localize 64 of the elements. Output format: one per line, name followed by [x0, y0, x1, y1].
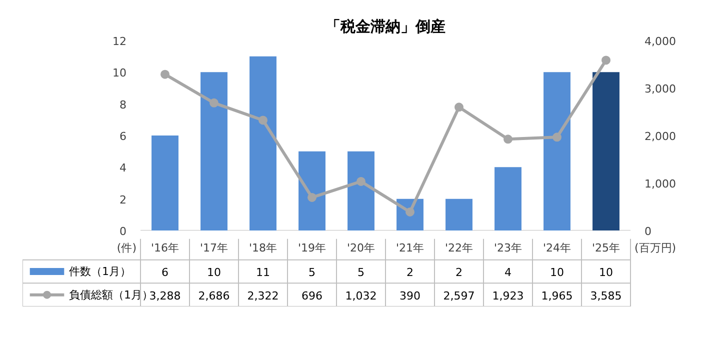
data-label: 3,585	[590, 289, 622, 302]
chart-title: 「税金滞納」倒産	[326, 18, 446, 36]
y2-tick-label: 2,000	[644, 130, 676, 143]
bar	[592, 72, 620, 230]
x-tick-label: '20年	[346, 242, 376, 255]
bar	[446, 198, 472, 230]
point	[160, 70, 170, 79]
data-label: 696	[302, 289, 322, 302]
data-label: 11	[256, 266, 270, 279]
bar	[298, 151, 326, 230]
point	[504, 134, 512, 144]
x-tick-label: '22年	[444, 242, 474, 255]
x-tick-label: '21年	[396, 242, 424, 255]
y2-tick-label: 4,000	[644, 35, 676, 48]
point	[210, 98, 218, 108]
data-label: 1,965	[541, 289, 573, 302]
x-tick-label: '23年	[494, 242, 522, 255]
y-tick-label: 10	[112, 66, 127, 80]
x-tick-label: '25年	[592, 242, 620, 255]
data-label: 390	[400, 289, 420, 302]
point	[308, 192, 316, 202]
point	[258, 116, 268, 125]
bar	[348, 151, 374, 230]
y2-tick-label: 0	[644, 225, 652, 238]
y-tick-label: 6	[120, 130, 126, 143]
data-label: 4	[504, 266, 512, 279]
y-tick-label: 2	[120, 193, 126, 206]
y2-tick-label: 1,000	[644, 178, 676, 190]
data-label: 2,686	[198, 289, 230, 302]
bar	[544, 72, 570, 230]
legend-label: 件数（1月）	[69, 265, 132, 278]
y2-axis-title: (百万円)	[634, 242, 676, 255]
point	[454, 102, 464, 112]
point	[356, 176, 366, 186]
x-tick-label: '18年	[248, 242, 278, 255]
data-label: 5	[308, 266, 316, 279]
data-label: 2,322	[247, 289, 279, 302]
data-label: 2	[406, 266, 414, 279]
y-tick-label: 4	[120, 162, 126, 175]
data-label: 6	[162, 266, 168, 279]
point	[602, 56, 610, 65]
bar	[200, 72, 228, 230]
y-tick-label: 12	[112, 35, 127, 48]
y-tick-label: 8	[120, 98, 126, 112]
data-label: 2,597	[443, 289, 475, 302]
data-label: 5	[358, 266, 364, 279]
bar	[152, 136, 178, 230]
bar	[494, 167, 522, 230]
y-axis-title: (件)	[116, 242, 137, 255]
data-label: 2	[456, 266, 462, 279]
x-tick-label: '24年	[542, 242, 572, 255]
x-tick-label: '19年	[298, 242, 326, 255]
data-label: 3,288	[149, 289, 181, 302]
point	[552, 132, 562, 142]
y2-tick-label: 3,000	[644, 82, 676, 96]
x-tick-label: '16年	[150, 242, 180, 255]
bar	[250, 56, 276, 230]
y-tick-label: 0	[120, 225, 126, 238]
data-label: 1,032	[345, 289, 377, 302]
x-tick-label: '17年	[200, 242, 228, 255]
data-label: 10	[207, 266, 221, 279]
data-label: 10	[599, 266, 613, 279]
data-label: 10	[550, 266, 564, 279]
data-label: 1,923	[492, 289, 524, 302]
